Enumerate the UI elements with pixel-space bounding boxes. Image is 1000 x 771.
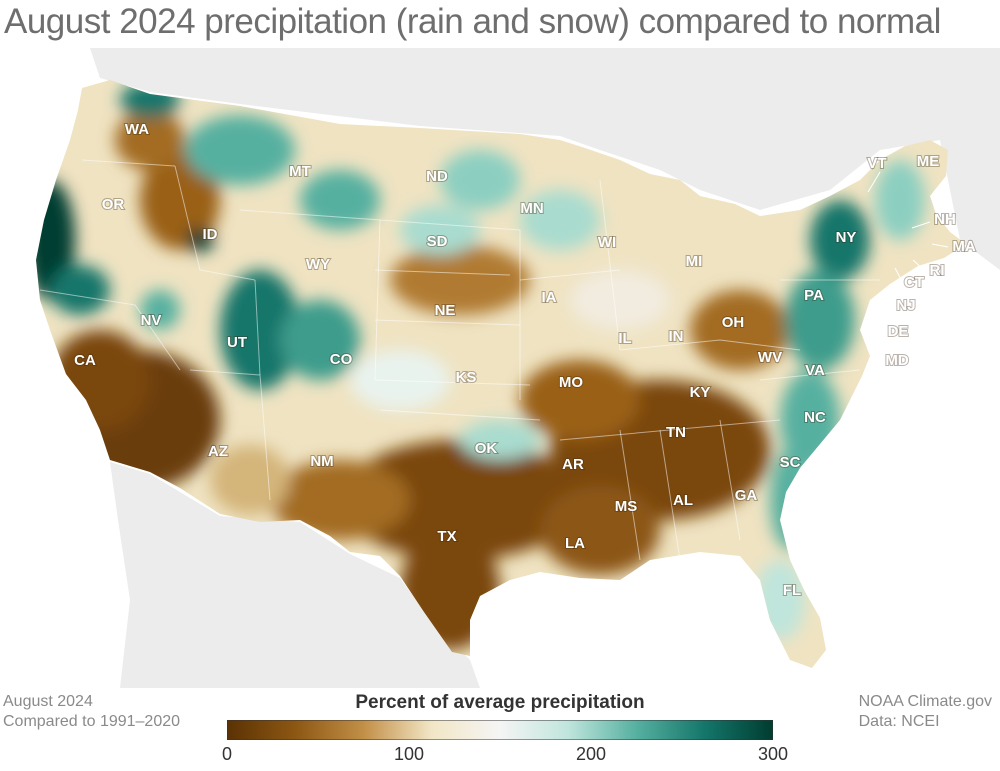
- state-label-al: AL: [673, 492, 693, 509]
- precipitation-map: WA OR CA ID NV MT WY UT AZ CO NM ND SD N…: [36, 48, 1000, 688]
- state-label-il: IL: [618, 330, 631, 347]
- state-label-nc: NC: [804, 409, 826, 426]
- state-label-ri: RI: [930, 262, 945, 279]
- mexico-land: [110, 462, 480, 688]
- legend-tick-0: 0: [221, 744, 233, 764]
- state-label-ny: NY: [836, 229, 857, 246]
- state-label-pa: PA: [804, 287, 824, 304]
- state-label-ut: UT: [227, 334, 247, 351]
- legend-tick-300: 300: [757, 744, 789, 764]
- state-label-co: CO: [330, 351, 353, 368]
- footer-credits: NOAA Climate.gov Data: NCEI: [859, 692, 992, 732]
- state-label-tx: TX: [437, 528, 456, 545]
- state-labels: WA OR CA ID NV MT WY UT AZ CO NM ND SD N…: [73, 120, 977, 600]
- state-label-wv: WV: [758, 349, 782, 366]
- state-label-id: ID: [203, 226, 218, 243]
- footer-baseline: Compared to 1991–2020: [3, 713, 181, 730]
- state-label-fl: FL: [783, 582, 801, 599]
- state-label-de: DE: [888, 323, 909, 340]
- map-title: August 2024 precipitation (rain and snow…: [4, 2, 941, 41]
- state-label-wa: WA: [125, 121, 149, 138]
- state-label-nd: ND: [426, 168, 448, 185]
- state-label-va: VA: [805, 362, 825, 379]
- footer-month: August 2024: [3, 693, 93, 710]
- state-label-wy: WY: [306, 256, 330, 273]
- state-label-ia: IA: [542, 289, 557, 306]
- state-label-ks: KS: [456, 369, 477, 386]
- state-label-md: MD: [885, 352, 908, 369]
- state-label-ky: KY: [690, 384, 711, 401]
- state-label-nj: NJ: [896, 297, 915, 314]
- state-label-ar: AR: [562, 456, 584, 473]
- footer-data-credit: Data: NCEI: [858, 713, 940, 730]
- state-label-mi: MI: [686, 253, 703, 270]
- canada-land: [90, 48, 1000, 270]
- footer-date-info: August 2024 Compared to 1991–2020: [3, 692, 180, 732]
- state-label-ct: CT: [904, 274, 924, 291]
- state-label-ok: OK: [475, 440, 498, 457]
- state-label-in: IN: [669, 328, 684, 345]
- state-label-nh: NH: [934, 211, 956, 228]
- state-label-nv: NV: [141, 312, 162, 329]
- state-label-ga: GA: [735, 487, 758, 504]
- footer-source: NOAA Climate.gov: [858, 693, 992, 710]
- state-label-sd: SD: [427, 233, 448, 250]
- state-label-ma: MA: [952, 238, 975, 255]
- state-label-nm: NM: [310, 453, 333, 470]
- legend-tick-100: 100: [393, 744, 425, 764]
- legend-color-bar: [227, 720, 773, 740]
- legend-title: Percent of average precipitation: [355, 692, 645, 713]
- state-label-tn: TN: [666, 424, 686, 441]
- state-label-ms: MS: [615, 498, 638, 515]
- state-label-wi: WI: [598, 234, 616, 251]
- state-label-oh: OH: [722, 314, 745, 331]
- state-label-mn: MN: [520, 200, 543, 217]
- state-label-or: OR: [102, 196, 125, 213]
- state-label-mo: MO: [559, 374, 583, 391]
- state-label-la: LA: [565, 535, 585, 552]
- legend-tick-200: 200: [575, 744, 607, 764]
- label-leader-lines: [865, 171, 949, 361]
- state-label-me: ME: [917, 153, 940, 170]
- state-label-sc: SC: [780, 454, 801, 471]
- state-label-mt: MT: [289, 163, 311, 180]
- state-label-az: AZ: [208, 443, 228, 460]
- state-label-vt: VT: [867, 155, 886, 172]
- state-label-ca: CA: [74, 352, 96, 369]
- state-label-ne: NE: [435, 302, 456, 319]
